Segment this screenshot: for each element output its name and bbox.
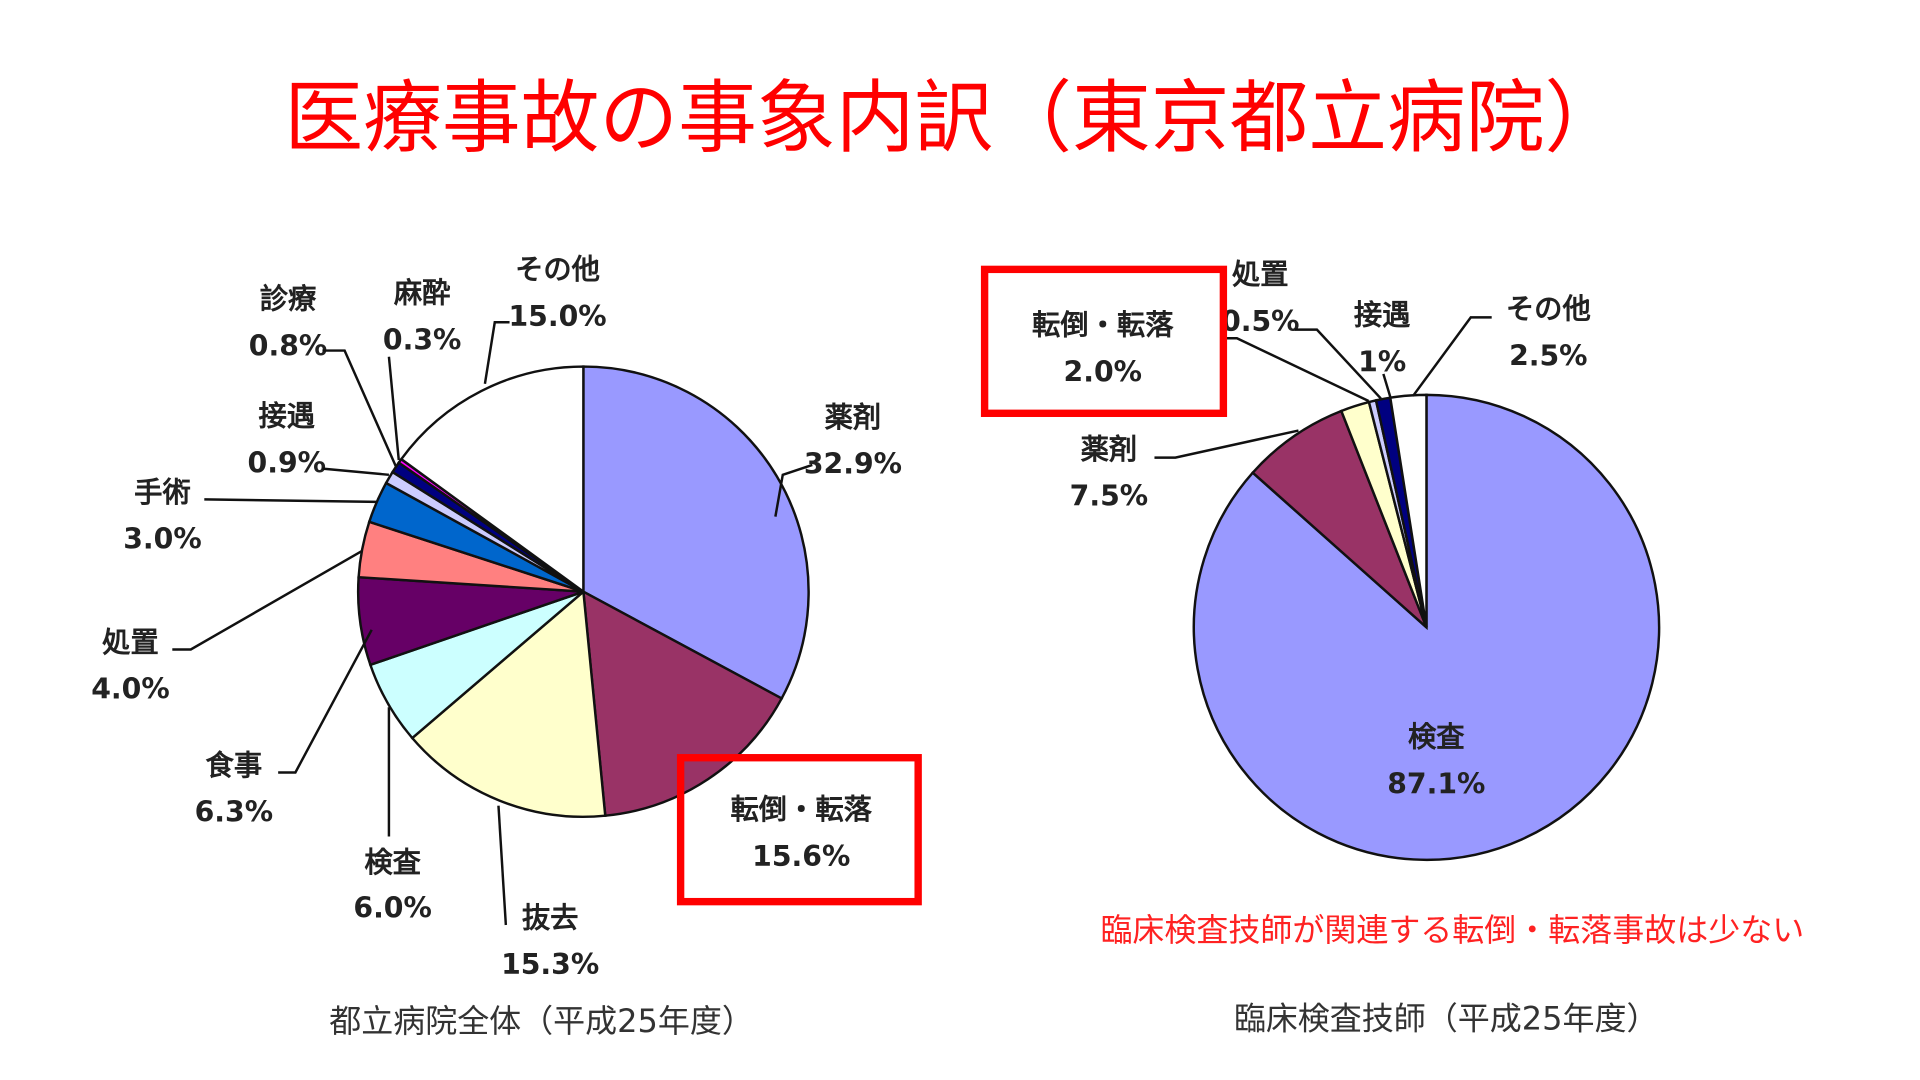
leader-line <box>1294 328 1382 400</box>
highlight-box <box>676 754 922 906</box>
label-value: 0.5% <box>1221 305 1299 338</box>
label-name: 薬剤 <box>825 401 882 434</box>
label-name: 抜去 <box>522 901 579 934</box>
pie1-labels: 検査 87.1% 薬剤 7.5% 転倒・転落 2.0% 処置 0.5% 接遇 1… <box>980 258 1804 1038</box>
label-name: 手術 <box>134 476 191 509</box>
leader-line <box>497 805 508 926</box>
chart-caption: 臨床検査技師（平成25年度） <box>1234 1000 1659 1038</box>
label-name: 処置 <box>1232 258 1289 291</box>
leader-line <box>1225 337 1370 403</box>
leader-line <box>483 321 510 384</box>
label-value: 2.5% <box>1509 339 1587 372</box>
label-value: 7.5% <box>1070 480 1148 513</box>
label-name: その他 <box>515 253 600 286</box>
label-name: その他 <box>1506 293 1591 326</box>
label-value: 2.0% <box>1064 355 1142 388</box>
leader-line <box>387 356 400 461</box>
leader-line <box>1411 316 1492 397</box>
label-name: 接遇 <box>1354 299 1411 332</box>
leader-line <box>774 463 813 517</box>
leader-line <box>172 550 363 651</box>
leader-line <box>322 467 390 477</box>
label-name: 食事 <box>206 749 263 782</box>
leader-line <box>1382 373 1392 399</box>
label-name: 転倒・転落 <box>1032 309 1174 342</box>
label-value: 15.0% <box>508 300 606 333</box>
pie-slice <box>582 365 810 701</box>
label-name: 検査 <box>364 846 421 879</box>
label-value: 1% <box>1358 345 1406 378</box>
pie-slice <box>399 365 585 595</box>
label-value: 15.3% <box>501 948 599 981</box>
label-value: 0.3% <box>383 323 461 356</box>
label-value: 0.8% <box>249 329 327 362</box>
label-value: 15.6% <box>752 840 850 873</box>
label-value: 87.1% <box>1387 767 1485 800</box>
label-name: 転倒・転落 <box>731 793 873 826</box>
label-name: 接遇 <box>258 400 315 433</box>
pie-chart-lab-technicians <box>1192 393 1661 862</box>
label-value: 0.9% <box>248 446 326 479</box>
label-value: 6.3% <box>195 796 273 829</box>
label-name: 診療 <box>260 283 317 316</box>
leader-line <box>322 349 398 468</box>
label-value: 3.0% <box>123 523 201 556</box>
pie-slice <box>410 589 607 818</box>
annotation-note: 臨床検査技師が関連する転倒・転落事故は少ない <box>1100 911 1804 949</box>
leader-line <box>278 629 373 774</box>
highlight-box <box>980 265 1228 417</box>
slide-title: 医療事故の事象内訳（東京都立病院） <box>284 72 1623 164</box>
label-value: 6.0% <box>353 892 431 925</box>
pie-chart-all-hospitals <box>356 365 810 818</box>
leader-line <box>204 498 377 504</box>
leader-line <box>1154 429 1299 459</box>
label-value: 4.0% <box>91 673 169 706</box>
label-name: 薬剤 <box>1081 433 1138 466</box>
label-name: 麻酔 <box>394 277 451 310</box>
chart-caption: 都立病院全体（平成25年度） <box>329 1002 754 1040</box>
pie-slice <box>1251 409 1428 629</box>
label-name: 検査 <box>1408 721 1465 754</box>
pie0-labels: 薬剤 32.9% 転倒・転落 15.6% 抜去 15.3% 検査 6.0% 食事… <box>91 253 922 1040</box>
label-name: 処置 <box>102 626 159 659</box>
label-value: 32.9% <box>804 448 902 481</box>
